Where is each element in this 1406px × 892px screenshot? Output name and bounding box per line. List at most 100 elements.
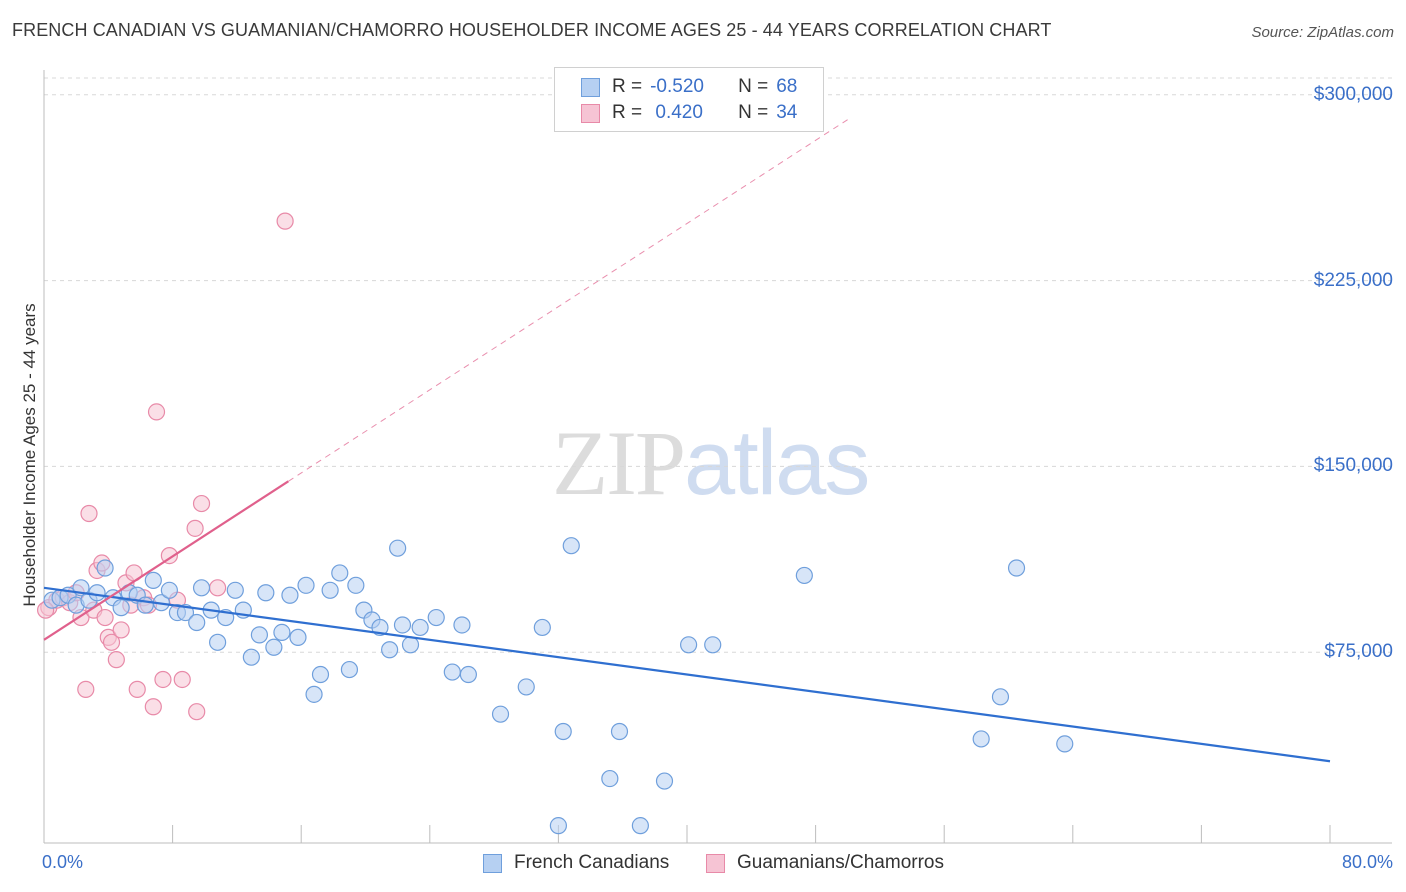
french-canadian-point [265,638,283,656]
legend-n-value: 34 [776,102,798,123]
french-canadian-point [533,618,551,637]
bottom-legend-guamanians: Guamanians/Chamorros [706,852,944,874]
french-canadian-point [631,817,649,835]
bottom-legend-label: Guamanians/Chamorros [737,852,944,873]
french-canadian-point [401,636,420,654]
french-canadian-point [1007,559,1026,577]
legend-r-value: -0.520 [650,76,704,97]
guamanian-trendline-extension [288,119,849,482]
legend-swatch-blue [581,77,600,97]
legend-row-french-canadians: R = -0.520 N = 68 [581,75,797,99]
french-canadian-point [680,636,698,654]
guamanian-point [173,670,191,689]
guamanian-point [102,633,121,651]
legend-r-label: R = [612,102,643,123]
legend-row-guamanians: R = 0.420 N = 34 [581,101,797,125]
chart-title: FRENCH CANADIAN VS GUAMANIAN/CHAMORRO HO… [12,20,1052,40]
french-canadian-point [491,705,510,723]
french-canadian-point [160,581,178,599]
french-canadian-point [610,722,629,741]
guamanian-point [188,703,206,721]
french-canadian-point [112,599,130,617]
y-tick-label: $225,000 [1313,269,1393,291]
watermark-atlas: atlas [684,412,870,514]
french-canadian-point [281,586,299,604]
french-canadian-point [389,539,407,557]
guamanian-point [192,494,211,513]
guamanian-point [128,680,146,698]
french-canadian-point [305,685,323,703]
french-canadian-point [347,576,365,594]
french-canadian-point [226,581,244,599]
french-canadian-point [311,665,330,684]
french-canadian-point [991,688,1010,706]
french-canadian-point [601,769,619,788]
x-tick-label-min: 0.0% [42,852,84,872]
french-canadian-point [655,772,674,790]
french-canadian-point [257,584,275,602]
french-canadian-point [176,603,195,622]
x-tick-label-max: 80.0% [1341,852,1393,872]
french-canadian-point [297,576,315,594]
guamanian-point [80,504,98,523]
french-canadian-point [242,648,260,666]
french-canadian-point [209,633,227,651]
french-canadian-point [517,678,535,696]
french-canadian-point [393,616,412,634]
french-canadian-point [704,636,722,654]
french-canadian-point [136,596,154,614]
y-tick-label: $75,000 [1324,641,1393,663]
french-canadian-point [192,579,211,597]
guamanian-point [186,519,204,537]
guamanian-point [154,670,172,689]
french-canadian-point [289,628,307,646]
french-canadian-point [321,581,339,599]
french-canadian-point [273,623,291,642]
bottom-legend-label: French Canadians [514,852,670,873]
guamanian-trendline [43,480,289,641]
correlation-legend: R = -0.520 N = 68 R = 0.420 N = 34 [554,67,824,132]
french-canadian-trendline [43,586,1331,763]
french-canadian-point [188,613,206,632]
guamanian-point [276,212,294,230]
legend-n-label: N = [738,76,769,97]
french-canadian-point [795,566,813,585]
french-canadian-point [371,618,389,637]
legend-r-label: R = [612,76,643,97]
bottom-legend-swatch-pink [706,853,725,873]
watermark: ZIPatlas [552,410,870,516]
guamanian-point [112,621,130,639]
french-canadian-point [427,608,445,627]
french-canadian-point [1056,735,1074,753]
y-tick-label: $150,000 [1313,455,1393,477]
french-canadian-point [549,817,568,835]
french-canadian-point [88,584,106,602]
bottom-legend-swatch-blue [483,853,502,873]
french-canadian-point [411,618,429,637]
french-canadian-point [96,559,114,577]
source-label: Source: ZipAtlas.com [1251,24,1394,41]
french-canadian-point [250,626,269,644]
watermark-zip: ZIP [552,412,686,514]
bottom-legend-french-canadians: French Canadians [483,852,669,874]
french-canadian-point [340,660,359,679]
guamanian-point [209,579,227,597]
french-canadian-point [554,722,572,741]
y-axis-label: Householder Income Ages 25 - 44 years [20,303,39,607]
french-canadian-point [562,537,580,555]
guamanian-point [147,403,166,421]
guamanian-point [144,698,162,716]
french-canadian-point [144,571,162,589]
legend-n-label: N = [738,102,769,123]
french-canadian-point [443,663,461,681]
legend-r-value: 0.420 [650,102,703,123]
guamanian-point [96,608,114,627]
guamanian-point [77,680,95,698]
french-canadian-point [972,730,990,748]
french-canadian-point [381,641,399,659]
legend-n-value: 68 [776,76,798,97]
legend-swatch-pink [581,103,600,123]
y-tick-label: $300,000 [1313,83,1393,105]
french-canadian-point [453,616,471,634]
